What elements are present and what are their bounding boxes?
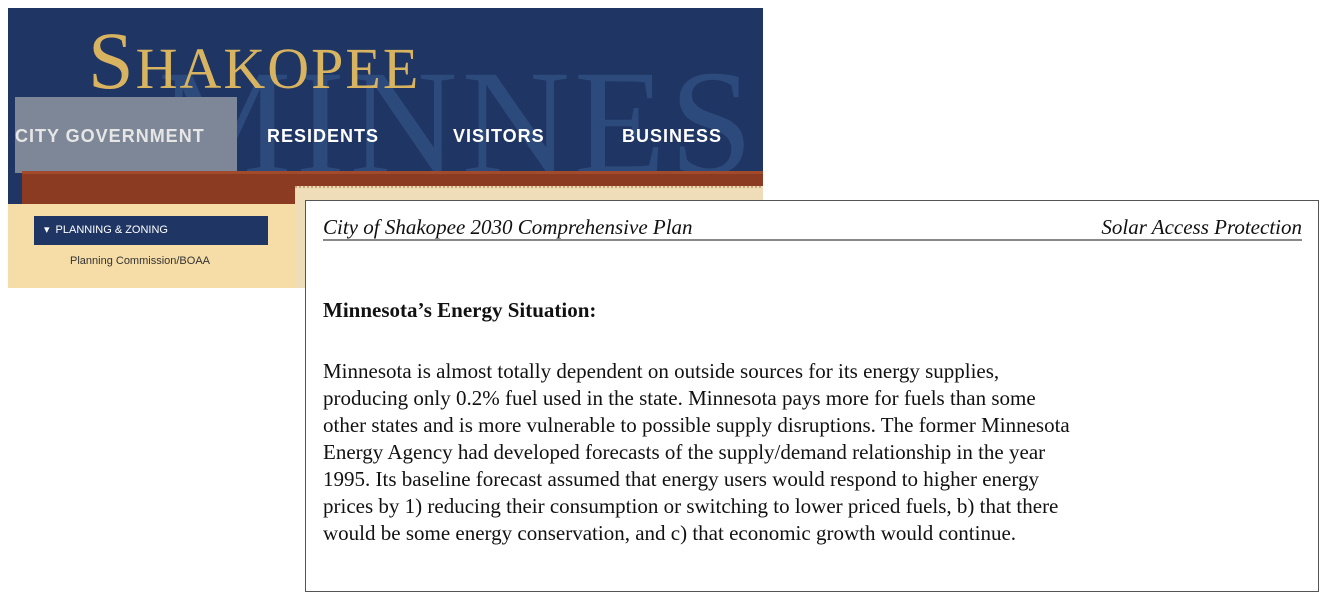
paragraph-line: prices by 1) reducing their consumption … bbox=[323, 494, 1058, 519]
nav-item[interactable]: BUSINESS bbox=[622, 126, 722, 147]
nav-item[interactable]: VISITORS bbox=[453, 126, 545, 147]
document-header-right: Solar Access Protection bbox=[1101, 215, 1302, 240]
paragraph-line: Minnesota is almost totally dependent on… bbox=[323, 359, 999, 384]
paragraph-line: Energy Agency had developed forecasts of… bbox=[323, 440, 1045, 465]
paragraph-line: 1995. Its baseline forecast assumed that… bbox=[323, 467, 1039, 492]
sidebar-section[interactable]: ▾PLANNING & ZONING bbox=[34, 216, 268, 245]
document: City of Shakopee 2030 Comprehensive Plan… bbox=[305, 200, 1319, 592]
nav-item[interactable]: CITY GOVERNMENT bbox=[15, 126, 205, 147]
sidebar-link[interactable]: Planning Commission/BOAA bbox=[70, 255, 210, 267]
paragraph-line: other states and is more vulnerable to p… bbox=[323, 413, 1070, 438]
sidebar-section-label: PLANNING & ZONING bbox=[56, 224, 168, 236]
site-logo[interactable]: SHAKOPEE bbox=[88, 12, 420, 110]
page: MINNESOT SHAKOPEE CITY GOVERNMENT RESIDE… bbox=[0, 0, 1328, 579]
paragraph-line: would be some energy conservation, and c… bbox=[323, 521, 1016, 546]
paragraph-line: producing only 0.2% fuel used in the sta… bbox=[323, 386, 1036, 411]
document-header-left: City of Shakopee 2030 Comprehensive Plan bbox=[323, 215, 693, 240]
nav-item[interactable]: RESIDENTS bbox=[267, 126, 379, 147]
caret: ▾ bbox=[34, 224, 56, 236]
header-rule bbox=[323, 239, 1302, 241]
section-heading: Minnesota’s Energy Situation: bbox=[323, 298, 596, 323]
